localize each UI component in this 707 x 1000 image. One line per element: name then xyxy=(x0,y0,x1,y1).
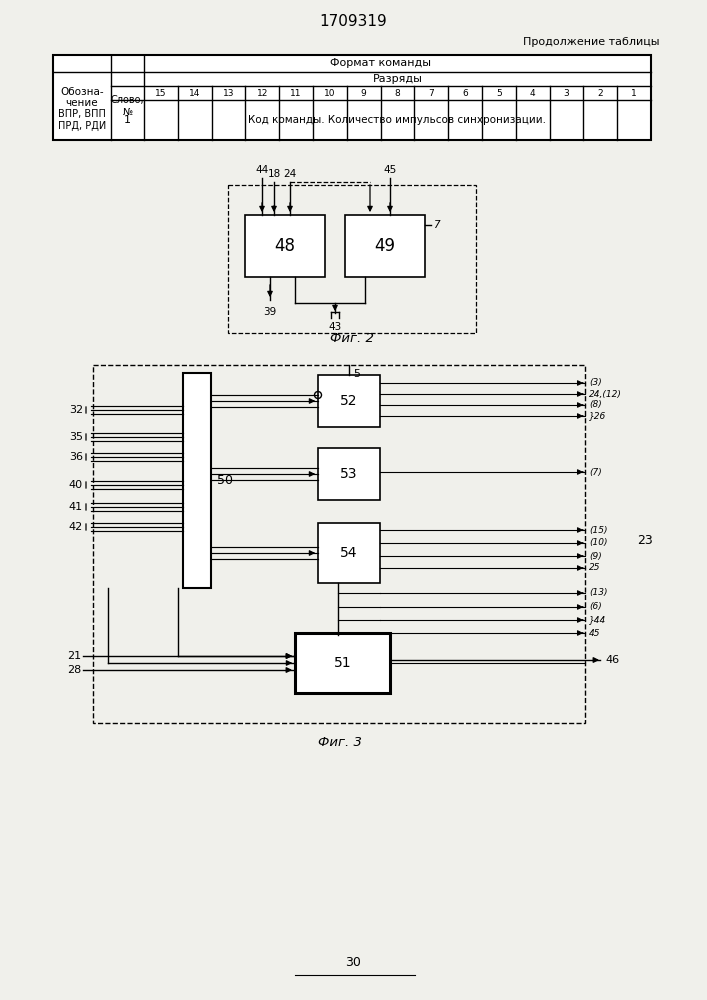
Text: Фиг. 2: Фиг. 2 xyxy=(330,332,374,344)
Bar xyxy=(245,215,325,277)
Text: 11: 11 xyxy=(291,89,302,98)
Text: (9): (9) xyxy=(589,552,602,560)
Text: 7: 7 xyxy=(428,89,434,98)
Text: 40: 40 xyxy=(69,480,83,490)
Text: 6: 6 xyxy=(462,89,468,98)
Text: 49: 49 xyxy=(375,237,395,255)
Text: Формат команды: Формат команды xyxy=(330,58,431,68)
Text: 24: 24 xyxy=(284,169,297,179)
Text: (7): (7) xyxy=(589,468,602,477)
Text: (13): (13) xyxy=(589,588,607,597)
Text: (10): (10) xyxy=(589,538,607,548)
Text: 5: 5 xyxy=(353,369,360,379)
Text: (6): (6) xyxy=(589,602,602,611)
Text: (15): (15) xyxy=(589,526,607,534)
Text: 12: 12 xyxy=(257,89,268,98)
Text: 50: 50 xyxy=(217,474,233,487)
Text: 5: 5 xyxy=(496,89,502,98)
Text: 52: 52 xyxy=(340,394,358,408)
Text: (8): (8) xyxy=(589,400,602,410)
Text: 48: 48 xyxy=(274,237,296,255)
Text: 44: 44 xyxy=(255,165,269,175)
Text: Продолжение таблицы: Продолжение таблицы xyxy=(523,37,660,47)
Text: 15: 15 xyxy=(155,89,167,98)
Text: Фиг. 3: Фиг. 3 xyxy=(318,736,362,750)
Text: 1: 1 xyxy=(124,115,131,125)
Text: 25: 25 xyxy=(589,564,600,572)
Bar xyxy=(295,633,390,693)
Text: 32: 32 xyxy=(69,405,83,415)
Text: 3: 3 xyxy=(563,89,569,98)
Text: 4: 4 xyxy=(530,89,535,98)
Text: (3): (3) xyxy=(589,378,602,387)
Text: ВПР, ВПП
ПРД, РДИ: ВПР, ВПП ПРД, РДИ xyxy=(58,109,106,131)
Text: Код команды. Количество импульсов синхронизации.: Код команды. Количество импульсов синхро… xyxy=(248,115,547,125)
Text: 10: 10 xyxy=(324,89,336,98)
Text: 2: 2 xyxy=(597,89,603,98)
Text: 28: 28 xyxy=(66,665,81,675)
Text: 21: 21 xyxy=(67,651,81,661)
Text: }44: }44 xyxy=(589,615,606,624)
Text: 45: 45 xyxy=(383,165,397,175)
Bar xyxy=(53,55,651,140)
Bar xyxy=(93,365,585,723)
Text: 51: 51 xyxy=(334,656,351,670)
Text: 7: 7 xyxy=(433,220,440,230)
Text: 43: 43 xyxy=(328,322,341,332)
Text: Слово,
№: Слово, № xyxy=(111,95,144,117)
Text: 53: 53 xyxy=(340,467,358,481)
Text: }26: }26 xyxy=(589,412,606,420)
Bar xyxy=(183,373,211,588)
Text: 18: 18 xyxy=(267,169,281,179)
Bar xyxy=(318,448,380,500)
Text: 13: 13 xyxy=(223,89,234,98)
Text: 45: 45 xyxy=(589,629,600,638)
Text: 8: 8 xyxy=(395,89,400,98)
Text: 54: 54 xyxy=(340,546,358,560)
Text: 9: 9 xyxy=(361,89,366,98)
Text: 30: 30 xyxy=(345,956,361,970)
Text: 23: 23 xyxy=(637,534,653,546)
Text: 42: 42 xyxy=(69,522,83,532)
Text: 36: 36 xyxy=(69,452,83,462)
Text: 1709319: 1709319 xyxy=(319,14,387,29)
Text: 41: 41 xyxy=(69,502,83,512)
Text: 35: 35 xyxy=(69,432,83,442)
Text: 24,(12): 24,(12) xyxy=(589,389,622,398)
Text: 1: 1 xyxy=(631,89,637,98)
Text: 39: 39 xyxy=(264,307,276,317)
Bar xyxy=(318,523,380,583)
Text: Разряды: Разряды xyxy=(373,74,423,84)
Text: Обозна-
чение: Обозна- чение xyxy=(60,87,104,108)
Bar xyxy=(318,375,380,427)
Text: 14: 14 xyxy=(189,89,200,98)
Bar xyxy=(228,185,476,333)
Text: 46: 46 xyxy=(605,655,619,665)
Bar xyxy=(345,215,425,277)
